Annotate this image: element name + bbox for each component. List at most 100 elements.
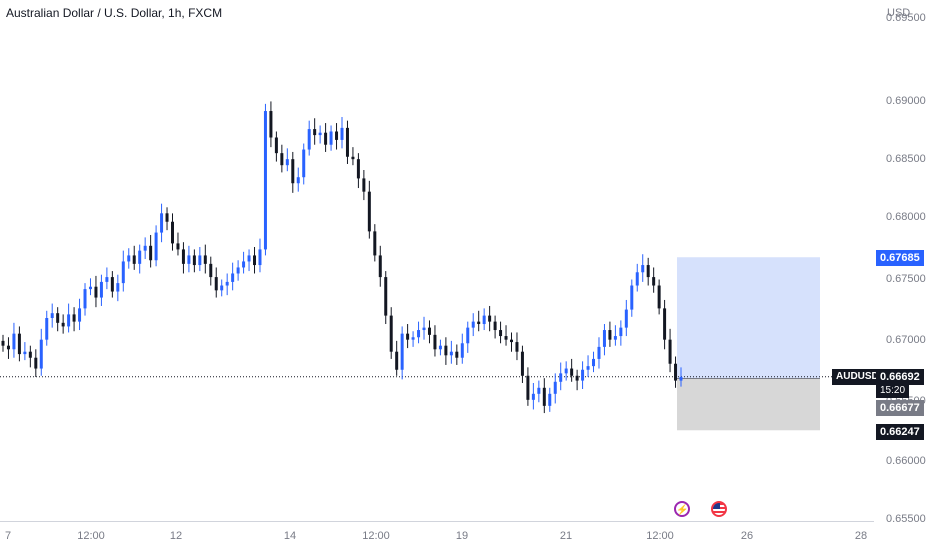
candle-body xyxy=(121,261,125,284)
candle-body xyxy=(160,213,164,233)
bar-countdown: 15:20 xyxy=(876,384,910,398)
candle-body xyxy=(613,336,617,340)
time-tick: 14 xyxy=(283,530,297,542)
lightning-icon[interactable]: ⚡ xyxy=(674,501,690,517)
price-tick: 0.68000 xyxy=(886,211,926,223)
candle-body xyxy=(50,313,54,319)
loss-zone xyxy=(677,378,820,431)
candle-body xyxy=(242,261,246,268)
candle-body xyxy=(570,368,574,376)
candle-body xyxy=(526,375,530,400)
candle-body xyxy=(466,327,470,344)
candle-body xyxy=(258,249,262,266)
entry-price-label: 0.66677 xyxy=(876,400,924,416)
price-tick: 0.67000 xyxy=(886,334,926,346)
candle-body xyxy=(657,285,661,309)
candle-body xyxy=(477,321,481,325)
axis-currency: USD xyxy=(887,7,911,19)
candle-body xyxy=(608,330,612,340)
candle-body xyxy=(171,221,174,244)
candle-body xyxy=(520,351,524,376)
candle-body xyxy=(351,156,355,160)
time-tick: 12:00 xyxy=(646,530,674,542)
candle-body xyxy=(674,363,678,381)
candle-body xyxy=(236,267,240,274)
candle-body xyxy=(641,265,645,273)
candle-body xyxy=(624,309,628,328)
candle-body xyxy=(181,249,185,264)
candle-body xyxy=(335,131,339,140)
candle-body xyxy=(433,334,437,350)
candle-body xyxy=(45,318,49,340)
candle-body xyxy=(88,286,92,290)
candle-body xyxy=(1,340,5,346)
candle-body xyxy=(274,137,278,154)
candle-body xyxy=(635,272,639,286)
candle-body xyxy=(12,333,16,350)
candle-body xyxy=(564,368,568,374)
candle-body xyxy=(646,265,650,278)
candle-body xyxy=(307,129,311,150)
candle-body xyxy=(652,277,656,286)
candle-body xyxy=(28,351,32,358)
chart-title: Australian Dollar / U.S. Dollar, 1h, FXC… xyxy=(6,6,223,20)
time-tick: 21 xyxy=(559,530,573,542)
candle-body xyxy=(548,393,552,406)
candle-body xyxy=(559,373,563,382)
candle-body xyxy=(679,376,683,381)
candle-body xyxy=(296,177,300,184)
time-tick: 12:00 xyxy=(77,530,105,542)
candle-body xyxy=(220,285,224,291)
candle-body xyxy=(72,314,76,322)
candle-body xyxy=(176,243,180,250)
candle-body xyxy=(149,245,153,261)
candle-body xyxy=(231,273,235,282)
us-flag-icon[interactable] xyxy=(711,501,727,517)
candle-body xyxy=(537,387,541,394)
candle-body xyxy=(488,315,492,322)
candle-body xyxy=(105,277,109,282)
candle-body xyxy=(417,330,421,338)
candle-body xyxy=(553,381,557,394)
candle-body xyxy=(324,132,328,145)
candle-body xyxy=(389,315,393,352)
candle-body xyxy=(482,315,486,325)
symbol-tag: AUDUSD xyxy=(832,369,883,385)
candle-body xyxy=(340,127,344,140)
candle-body xyxy=(302,149,306,178)
candle-body xyxy=(209,263,213,278)
candle-body xyxy=(384,277,388,316)
candle-body xyxy=(460,343,464,358)
price-tick: 0.66000 xyxy=(886,455,926,467)
candle-body xyxy=(449,351,453,356)
candle-body xyxy=(422,327,426,331)
candle-body xyxy=(165,213,169,222)
time-tick: 19 xyxy=(455,530,469,542)
time-axis-line xyxy=(0,521,874,522)
candle-body xyxy=(187,255,191,264)
candle-body xyxy=(373,231,377,256)
price-tick: 0.67500 xyxy=(886,273,926,285)
candle-body xyxy=(263,111,267,250)
candle-body xyxy=(542,387,546,406)
candle-body xyxy=(39,339,43,369)
candle-body xyxy=(17,333,21,355)
candle-body xyxy=(395,351,399,370)
candle-body xyxy=(663,308,667,340)
price-tick: 0.69500 xyxy=(886,12,926,24)
candle-body xyxy=(61,322,65,327)
candle-body xyxy=(67,314,71,327)
candle-body xyxy=(362,178,366,192)
candle-body xyxy=(203,255,207,264)
candle-body xyxy=(367,191,371,232)
candle-body xyxy=(110,277,114,292)
candle-body xyxy=(127,255,131,262)
price-tick: 0.65500 xyxy=(886,513,926,525)
candle-body xyxy=(406,333,410,340)
price-tick: 0.68500 xyxy=(886,153,926,165)
time-tick: 28 xyxy=(854,530,868,542)
time-tick: 12:00 xyxy=(362,530,390,542)
candle-body xyxy=(116,283,120,292)
